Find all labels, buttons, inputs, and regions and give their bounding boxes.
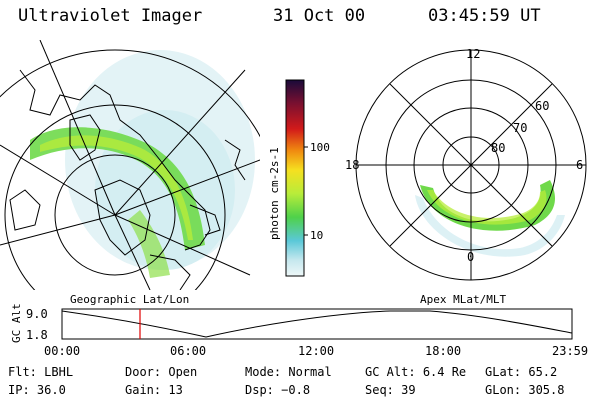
colorbar-unit-label: photon cm-2s-1 bbox=[268, 147, 281, 240]
ytick-1-8: 1.8 bbox=[26, 328, 48, 342]
geographic-label: Geographic Lat/Lon bbox=[70, 293, 190, 306]
status-gain: Gain: 13 bbox=[125, 383, 183, 397]
geographic-map bbox=[0, 40, 260, 290]
xtick-0000: 00:00 bbox=[44, 344, 80, 358]
status-door: Door: Open bbox=[125, 365, 198, 379]
lat-label-70: 70 bbox=[513, 121, 527, 135]
altitude-ylabel: GC Alt bbox=[10, 303, 23, 343]
status-gc-alt: GC Alt: 6.4 Re bbox=[365, 365, 467, 379]
xtick-2359: 23:59 bbox=[552, 344, 588, 358]
status-glat: GLat: 65.2 bbox=[485, 365, 558, 379]
instrument-title: Ultraviolet Imager bbox=[18, 6, 203, 26]
altitude-plot: GC Alt 9.0 1.8 00:00 06:00 12:00 18:00 2… bbox=[10, 303, 588, 358]
status-glon: GLon: 305.8 bbox=[485, 383, 565, 397]
xtick-0600: 06:00 bbox=[170, 344, 206, 358]
colorbar: 100 10 photon cm-2s-1 bbox=[268, 79, 330, 277]
mlt-label-18: 18 bbox=[345, 158, 359, 172]
colorbar-tick-10: 10 bbox=[310, 229, 323, 242]
lat-label-80: 80 bbox=[491, 141, 505, 155]
mlt-label-0: 0 bbox=[467, 250, 474, 264]
apex-label: Apex MLat/MLT bbox=[420, 293, 507, 306]
ytick-9: 9.0 bbox=[26, 307, 48, 321]
time-label: 03:45:59 UT bbox=[428, 6, 541, 26]
status-seq: Seq: 39 bbox=[365, 383, 416, 397]
date-label: 31 Oct 00 bbox=[273, 6, 366, 26]
status-dsp: Dsp: −0.8 bbox=[245, 383, 311, 397]
status-mode: Mode: Normal bbox=[245, 365, 332, 379]
lat-label-60: 60 bbox=[535, 99, 549, 113]
polar-plot: 12 18 6 0 60 70 80 bbox=[345, 47, 587, 281]
colorbar-tick-100: 100 bbox=[310, 141, 330, 154]
mlt-label-6: 6 bbox=[576, 158, 583, 172]
mlt-label-12: 12 bbox=[466, 47, 480, 61]
status-flt: Flt: LBHL bbox=[8, 365, 74, 379]
xtick-1200: 12:00 bbox=[298, 344, 334, 358]
xtick-1800: 18:00 bbox=[425, 344, 461, 358]
status-ip: IP: 36.0 bbox=[8, 383, 66, 397]
